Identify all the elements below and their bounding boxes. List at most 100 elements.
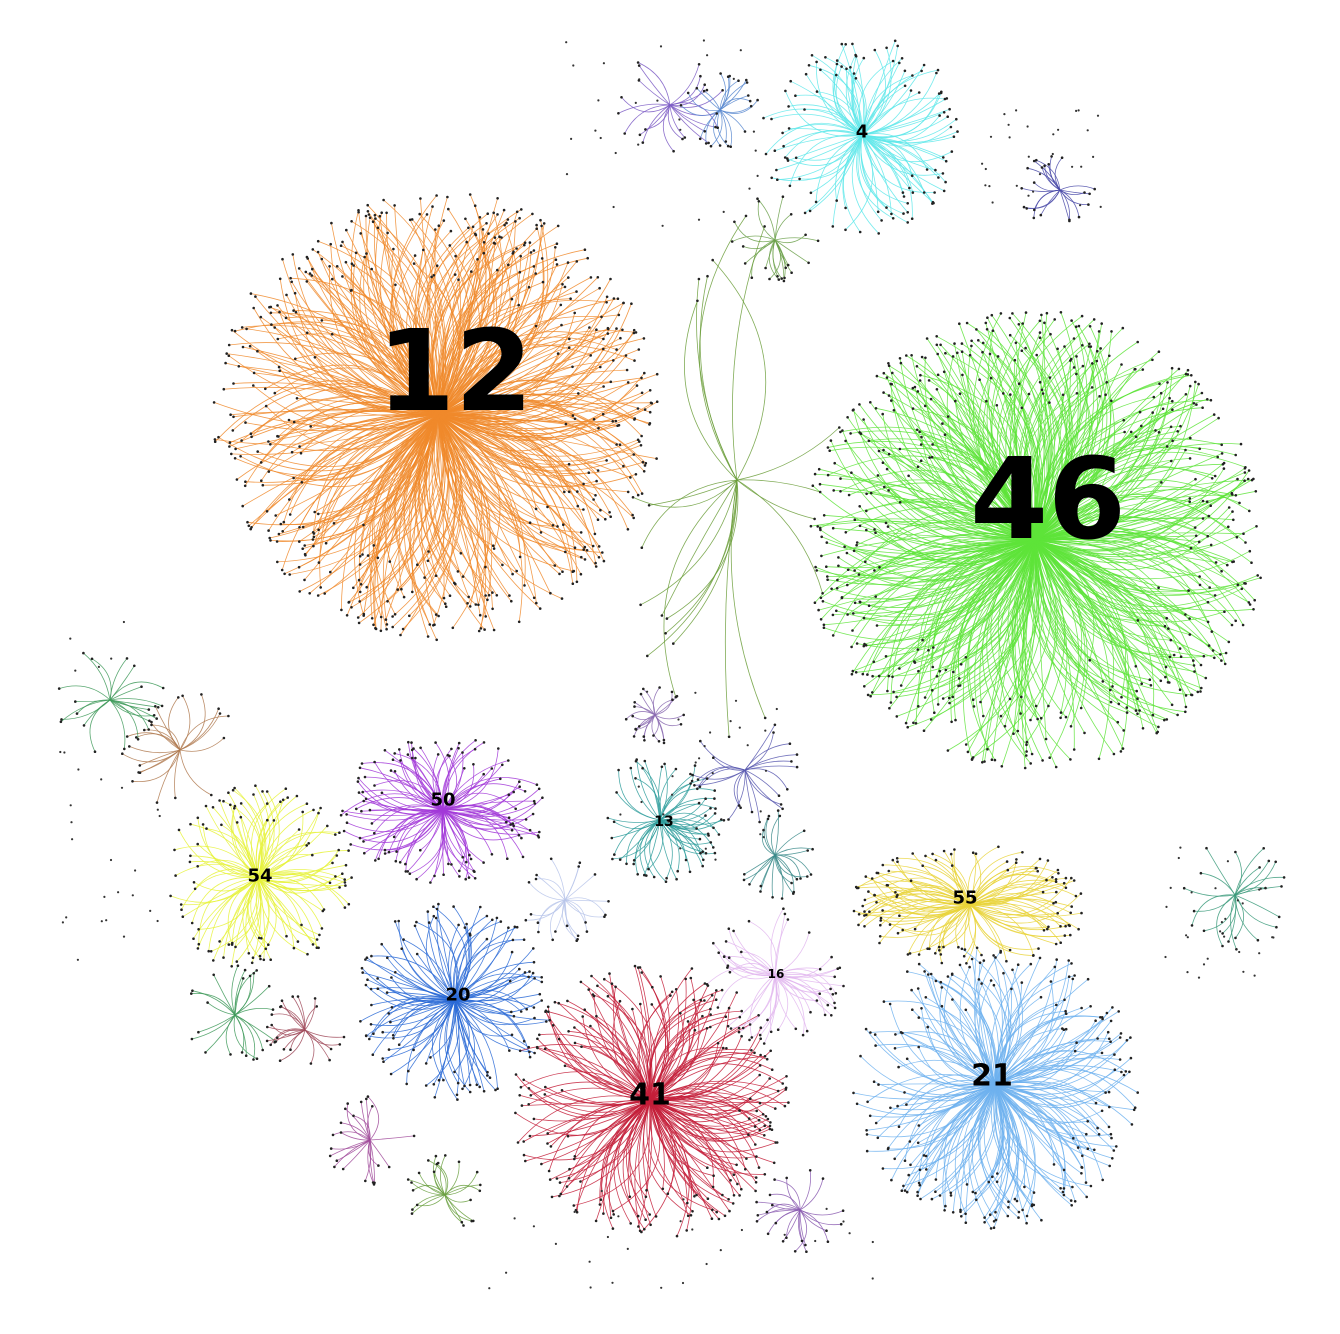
node	[565, 1185, 569, 1188]
node	[672, 642, 675, 645]
node	[935, 71, 938, 75]
node	[916, 465, 920, 469]
node	[341, 240, 344, 244]
node	[892, 690, 895, 694]
node	[1040, 313, 1043, 317]
node	[227, 943, 231, 946]
node	[523, 241, 527, 244]
edge	[994, 978, 1074, 1086]
node	[934, 1178, 938, 1181]
node	[818, 482, 822, 486]
edge	[416, 953, 456, 1001]
node	[965, 1183, 969, 1186]
node	[994, 956, 997, 959]
node	[853, 518, 857, 521]
edge	[918, 1017, 996, 1086]
node	[713, 812, 717, 815]
node	[397, 1043, 401, 1046]
node	[606, 816, 610, 820]
node	[893, 1047, 897, 1050]
edge	[860, 539, 1036, 603]
edge	[867, 1084, 996, 1152]
node	[1119, 750, 1123, 753]
edge	[882, 1084, 996, 1170]
node	[609, 1216, 613, 1220]
node	[798, 177, 801, 181]
edge	[1034, 533, 1210, 588]
edge	[567, 1099, 651, 1137]
node	[237, 365, 241, 368]
node	[389, 1020, 392, 1024]
node	[826, 575, 829, 578]
edge	[810, 134, 863, 194]
node	[929, 397, 933, 401]
node	[1074, 894, 1078, 898]
node	[1157, 586, 1160, 589]
node	[633, 964, 637, 968]
node	[992, 1226, 996, 1229]
node	[292, 420, 296, 424]
edge	[994, 1084, 1103, 1124]
edge	[1234, 894, 1277, 928]
node	[842, 984, 845, 988]
node	[252, 371, 256, 375]
node	[941, 697, 945, 700]
node	[479, 627, 483, 630]
node	[1014, 341, 1018, 345]
node	[854, 77, 858, 80]
node	[1080, 314, 1084, 318]
node	[999, 949, 1002, 953]
node	[305, 802, 309, 805]
node	[854, 671, 858, 674]
node	[814, 565, 817, 569]
node	[1025, 750, 1028, 753]
edge	[994, 1084, 1036, 1211]
node	[1025, 743, 1028, 747]
node	[546, 1132, 549, 1135]
node	[1220, 659, 1223, 662]
node	[1096, 349, 1099, 353]
node	[920, 69, 923, 73]
node	[964, 1221, 968, 1224]
node	[1134, 367, 1137, 371]
node	[265, 510, 269, 513]
node	[1083, 191, 1086, 194]
node	[911, 852, 914, 855]
node	[518, 1049, 522, 1053]
node	[840, 65, 843, 68]
edge	[663, 479, 738, 698]
edge	[437, 243, 496, 416]
node	[247, 524, 251, 528]
node	[358, 836, 362, 840]
edge	[385, 809, 444, 854]
node	[675, 1234, 679, 1238]
node	[822, 623, 826, 627]
edge	[774, 810, 779, 856]
edge	[861, 97, 945, 136]
node	[363, 255, 366, 259]
edge	[871, 539, 1036, 693]
node	[891, 217, 895, 220]
node	[285, 934, 288, 938]
edge	[307, 258, 439, 416]
node	[557, 1001, 560, 1005]
node	[640, 376, 643, 380]
edge	[437, 214, 498, 416]
edge	[638, 65, 671, 106]
edge	[983, 1084, 1020, 1213]
node	[212, 401, 216, 404]
node	[769, 1049, 772, 1053]
edge	[641, 1099, 675, 1233]
node	[638, 440, 641, 443]
node	[935, 675, 939, 678]
node	[893, 1157, 896, 1161]
node	[916, 1194, 919, 1197]
edge	[1034, 346, 1092, 541]
node	[264, 947, 268, 951]
node	[879, 923, 882, 927]
node	[496, 268, 499, 272]
edge	[649, 1099, 720, 1220]
node	[617, 768, 620, 772]
edge	[437, 414, 589, 477]
edge	[1034, 539, 1242, 612]
